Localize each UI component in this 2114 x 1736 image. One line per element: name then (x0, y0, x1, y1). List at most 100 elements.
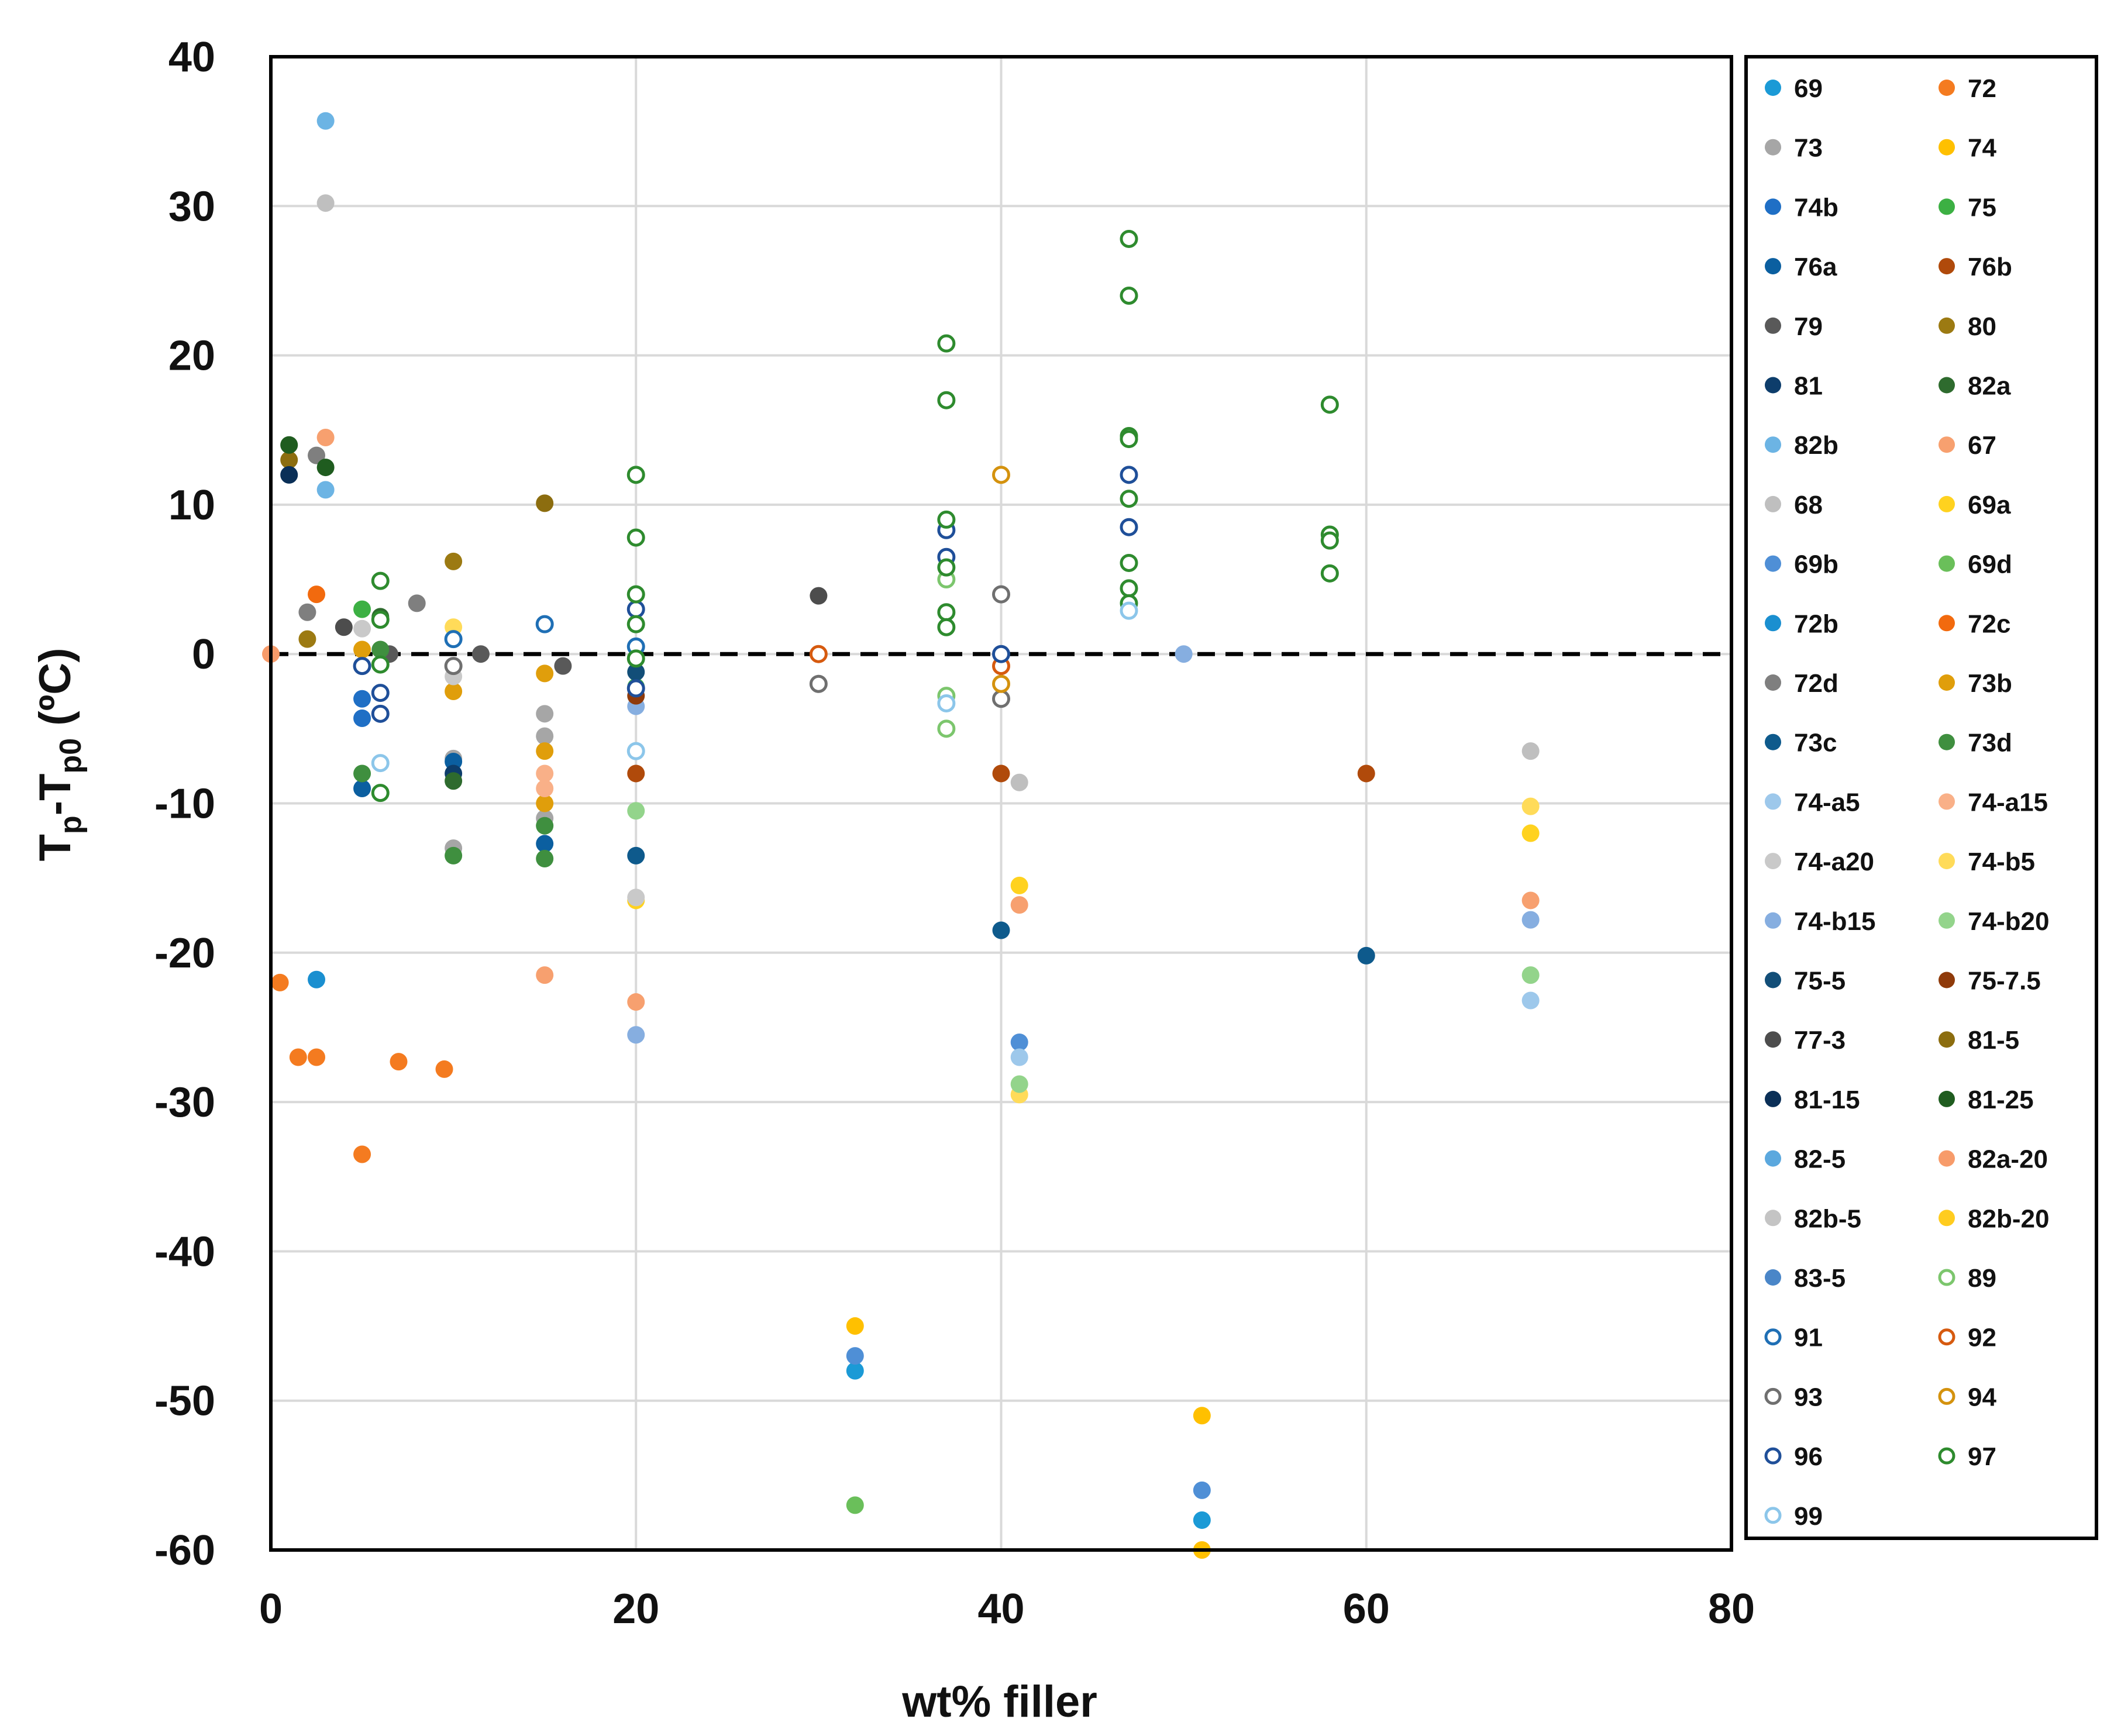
legend-label-81: 81 (1794, 372, 1823, 401)
point-74-b20-2 (1521, 966, 1540, 984)
point-97-2 (371, 655, 390, 674)
legend-marker-82a-20 (1939, 1150, 1955, 1167)
y-tick-label-6: -20 (154, 930, 215, 977)
legend-marker-74-a20 (1765, 853, 1781, 870)
point-74-a5-1 (1521, 991, 1540, 1010)
point-97-6 (626, 585, 645, 604)
legend-label-74-a5: 74-a5 (1794, 788, 1860, 817)
point-69a-0 (1010, 876, 1028, 894)
point-96-1 (371, 684, 390, 702)
legend-label-74b: 74b (1794, 193, 1838, 222)
y-axis-title-sub1: p (54, 815, 88, 834)
point-72c-0 (308, 585, 326, 604)
point-97-1 (371, 610, 390, 629)
legend-label-72b: 72b (1794, 609, 1838, 638)
y-tick-label-8: -40 (154, 1228, 215, 1275)
y-axis-title: Tp-Tp0 (ºC) (30, 648, 88, 862)
point-72d-0 (308, 446, 326, 464)
point-74-b5-1 (1521, 797, 1540, 815)
y-tick-label-10: -60 (154, 1527, 215, 1574)
legend-marker-69b (1765, 555, 1781, 572)
point-99-0 (371, 754, 390, 773)
point-69b-0 (846, 1347, 864, 1365)
point-97-4 (626, 466, 645, 484)
point-96-4 (626, 679, 645, 698)
legend-marker-81-5 (1939, 1031, 1955, 1048)
point-69-1 (1193, 1511, 1211, 1529)
legend-marker-92 (1938, 1328, 1955, 1346)
point-96-7 (1120, 466, 1138, 484)
point-72-3 (353, 1145, 371, 1163)
legend-marker-74-a15 (1939, 793, 1955, 810)
legend-marker-76b (1939, 258, 1955, 275)
point-67-4 (1521, 891, 1540, 910)
point-93-2 (992, 690, 1010, 708)
legend-marker-68 (1765, 495, 1781, 512)
point-97-26 (1320, 564, 1339, 583)
point-73d-2 (536, 849, 554, 867)
point-74b-0 (353, 690, 371, 708)
legend-marker-74-b5 (1939, 853, 1955, 870)
legend-marker-75-7.5 (1939, 972, 1955, 988)
point-76b-2 (992, 764, 1010, 783)
point-97-18 (1120, 430, 1138, 449)
legend-marker-72d (1765, 674, 1781, 691)
point-74-a20-0 (627, 888, 645, 907)
plot-area-frame (269, 55, 1733, 1552)
legend-marker-81-15 (1765, 1090, 1781, 1107)
legend-marker-76a (1765, 258, 1781, 275)
legend-label-82b-5: 82b-5 (1794, 1204, 1861, 1233)
legend-marker-69 (1765, 80, 1781, 96)
legend-marker-74-b20 (1939, 912, 1955, 929)
point-76b-1 (1357, 764, 1375, 783)
legend-label-96: 96 (1794, 1442, 1823, 1471)
legend-label-73d: 73d (1968, 729, 2012, 757)
point-97-25 (1320, 531, 1339, 550)
legend-marker-83-5 (1765, 1269, 1781, 1286)
point-97-20 (1120, 553, 1138, 572)
point-96-8 (1120, 518, 1138, 536)
legend-marker-82b-20 (1939, 1210, 1955, 1227)
legend-marker-94 (1938, 1387, 1955, 1405)
point-91-0 (535, 615, 554, 633)
legend-marker-82b-5 (1765, 1210, 1781, 1227)
y-axis-title-main: T (30, 834, 80, 861)
legend-marker-96 (1764, 1447, 1782, 1465)
point-93-3 (444, 657, 463, 676)
point-74-b15-1 (1521, 911, 1540, 929)
x-tick-label-2: 40 (977, 1586, 1024, 1632)
y-tick-label-5: -10 (154, 781, 215, 828)
legend-box (1744, 55, 2098, 1540)
point-72-4 (390, 1053, 408, 1071)
point-72b-0 (308, 970, 326, 988)
legend-label-68: 68 (1794, 491, 1823, 519)
legend-marker-81 (1765, 377, 1781, 394)
point-97-8 (626, 649, 645, 668)
legend-label-74-b5: 74-b5 (1968, 848, 2035, 876)
point-79-2 (554, 657, 572, 675)
legend-label-69d: 69d (1968, 550, 2012, 579)
legend-label-94: 94 (1968, 1383, 1996, 1411)
point-77-3-1 (810, 587, 828, 605)
legend-marker-73d (1939, 733, 1955, 750)
legend-label-82a-20: 82a-20 (1968, 1145, 2048, 1174)
point-97-3 (371, 784, 390, 802)
legend-label-73c: 73c (1794, 729, 1837, 757)
legend-label-99: 99 (1794, 1502, 1823, 1531)
legend-label-81-5: 81-5 (1968, 1026, 2019, 1055)
point-73d-1 (445, 846, 463, 864)
point-97-0 (371, 571, 390, 590)
legend-label-74-b15: 74-b15 (1794, 907, 1875, 936)
x-axis-title: wt% filler (901, 1677, 1097, 1727)
legend-label-77-3: 77-3 (1794, 1026, 1846, 1055)
legend: 69 72 73 74 74b 75 76a 76b 79 80 81 82a 82b 67 68 69a 69… (1764, 74, 2049, 1531)
legend-label-74-b20: 74-b20 (1968, 907, 2049, 936)
legend-marker-74 (1939, 139, 1955, 156)
point-72-0 (271, 973, 289, 991)
legend-marker-74-b15 (1765, 912, 1781, 929)
legend-label-93: 93 (1794, 1383, 1823, 1411)
point-69b-1 (1193, 1481, 1211, 1499)
point-99-2 (937, 694, 956, 712)
point-73b-0 (353, 640, 371, 659)
y-tick-label-7: -30 (154, 1079, 215, 1126)
